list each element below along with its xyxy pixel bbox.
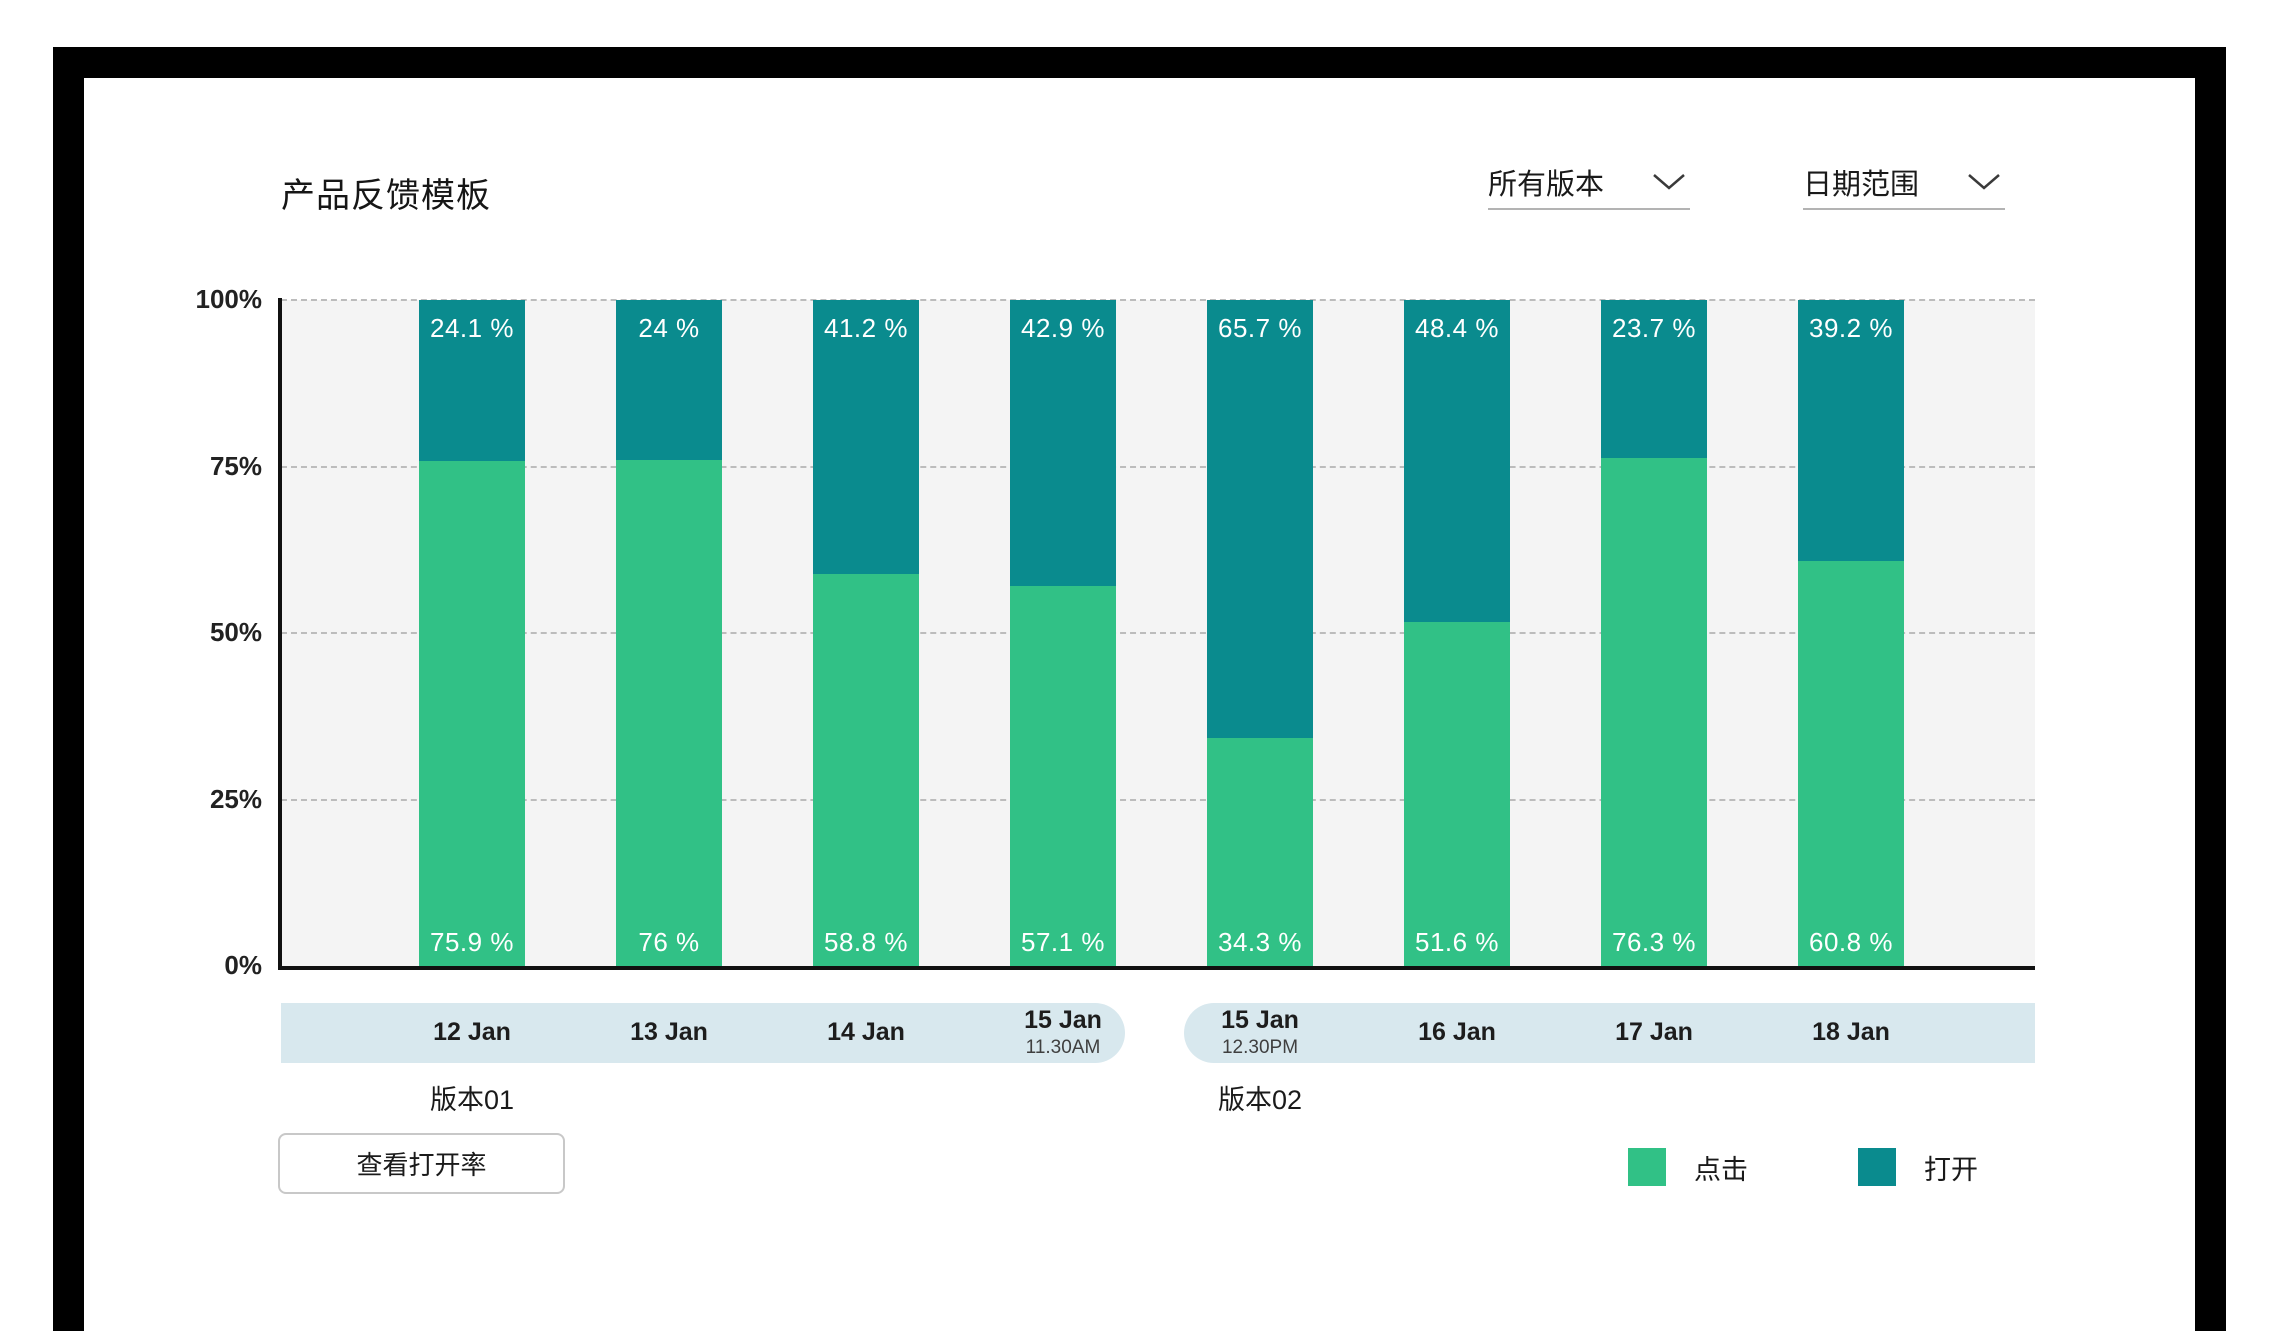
chevron-down-icon: [1968, 174, 2000, 190]
date-label: 15 Jan 12.30PM: [1170, 1003, 1350, 1063]
open-value-label: 23.7 %: [1612, 313, 1696, 343]
click-value-label: 76.3 %: [1612, 927, 1696, 957]
date-label: 14 Jan: [776, 1003, 956, 1063]
y-axis-tick-label: 0%: [224, 950, 262, 980]
y-axis-tick-label: 25%: [209, 783, 262, 814]
bar-open-segment[interactable]: 48.4 %: [1404, 300, 1510, 622]
click-value-label: 58.8 %: [824, 927, 908, 957]
bar-click-segment[interactable]: 76.3 %: [1601, 458, 1707, 966]
bar-click-segment[interactable]: 51.6 %: [1404, 622, 1510, 966]
black-frame-border: [53, 47, 2226, 1331]
gridline: [281, 632, 2035, 634]
open-value-label: 42.9 %: [1021, 313, 1105, 343]
click-value-label: 34.3 %: [1218, 927, 1302, 957]
date-label: 16 Jan: [1367, 1003, 1547, 1063]
stacked-bar[interactable]: 24 % 76 %: [616, 300, 722, 966]
date-label: 17 Jan: [1564, 1003, 1744, 1063]
legend-click-label: 点击: [1694, 1154, 1748, 1185]
date-label-text: 14 Jan: [827, 1018, 905, 1047]
y-axis-tick-label: 50%: [209, 617, 262, 647]
click-value-label: 60.8 %: [1809, 927, 1893, 957]
legend-item-open[interactable]: 打开: [1858, 1145, 1978, 1189]
date-range-dropdown[interactable]: 日期范围: [1803, 156, 2005, 210]
view-open-rate-button[interactable]: 查看打开率: [278, 1133, 565, 1194]
date-time-sublabel: 11.30AM: [1025, 1036, 1101, 1058]
version-02-date-band: [1184, 1003, 2035, 1063]
date-label-text: 13 Jan: [630, 1018, 708, 1047]
open-value-label: 41.2 %: [824, 313, 908, 343]
version-dropdown-label: 所有版本: [1488, 169, 1605, 201]
date-label-text: 15 Jan: [1024, 1006, 1102, 1035]
stacked-bar[interactable]: 48.4 % 51.6 %: [1404, 300, 1510, 966]
bar-open-segment[interactable]: 39.2 %: [1798, 300, 1904, 561]
date-label: 15 Jan 11.30AM: [973, 1003, 1153, 1063]
gridline: [281, 465, 2035, 468]
gridline: [281, 798, 2035, 801]
date-label-text: 15 Jan: [1221, 1006, 1299, 1035]
bar-open-segment[interactable]: 24.1 %: [419, 300, 525, 461]
page-title: 产品反馈模板: [281, 177, 491, 215]
date-time-sublabel: 12.30PM: [1221, 1036, 1299, 1058]
y-axis-line: [278, 298, 282, 970]
click-value-label: 57.1 %: [1021, 927, 1105, 957]
date-label: 13 Jan: [579, 1003, 759, 1063]
version-01-date-band: [281, 1003, 1125, 1063]
legend-item-click[interactable]: 点击: [1628, 1145, 1748, 1189]
stacked-bar[interactable]: 42.9 % 57.1 %: [1010, 300, 1116, 966]
chevron-down-icon: [1653, 174, 1685, 190]
open-value-label: 24 %: [638, 313, 700, 343]
legend-open-label: 打开: [1924, 1154, 1978, 1185]
click-value-label: 76 %: [638, 927, 700, 957]
date-label: 18 Jan: [1761, 1003, 1941, 1063]
date-label: 12 Jan: [382, 1003, 562, 1063]
open-color-swatch-icon: [1858, 1148, 1896, 1186]
date-range-dropdown-label: 日期范围: [1803, 169, 1920, 201]
stacked-bar[interactable]: 65.7 % 34.3 %: [1207, 300, 1313, 966]
bar-open-segment[interactable]: 23.7 %: [1601, 300, 1707, 458]
date-label-text: 16 Jan: [1418, 1018, 1496, 1047]
bar-click-segment[interactable]: 75.9 %: [419, 461, 525, 966]
bar-click-segment[interactable]: 60.8 %: [1798, 561, 1904, 966]
version-dropdown[interactable]: 所有版本: [1488, 156, 1690, 210]
bar-click-segment[interactable]: 34.3 %: [1207, 738, 1313, 966]
bar-click-segment[interactable]: 57.1 %: [1010, 586, 1116, 966]
stacked-bar[interactable]: 24.1 % 75.9 %: [419, 300, 525, 966]
bar-click-segment[interactable]: 76 %: [616, 460, 722, 966]
date-label-text: 17 Jan: [1615, 1018, 1693, 1047]
gridline: [281, 299, 2035, 301]
bar-open-segment[interactable]: 24 %: [616, 300, 722, 460]
y-axis-tick-label: 100%: [195, 284, 263, 314]
y-axis-tick-label: 75%: [209, 450, 262, 481]
bar-open-segment[interactable]: 65.7 %: [1207, 300, 1313, 738]
stacked-bar[interactable]: 41.2 % 58.8 %: [813, 300, 919, 966]
date-label-text: 18 Jan: [1812, 1018, 1890, 1047]
version-group-label: 版本01: [429, 1085, 515, 1115]
click-value-label: 75.9 %: [430, 927, 514, 957]
x-axis-line: [278, 966, 2035, 970]
click-value-label: 51.6 %: [1415, 927, 1499, 957]
open-value-label: 24.1 %: [430, 313, 514, 343]
bar-open-segment[interactable]: 42.9 %: [1010, 300, 1116, 586]
stacked-bar[interactable]: 39.2 % 60.8 %: [1798, 300, 1904, 966]
open-value-label: 48.4 %: [1415, 313, 1499, 343]
click-color-swatch-icon: [1628, 1148, 1666, 1186]
bar-click-segment[interactable]: 58.8 %: [813, 574, 919, 966]
date-label-text: 12 Jan: [433, 1018, 511, 1047]
open-value-label: 65.7 %: [1218, 313, 1302, 343]
open-value-label: 39.2 %: [1809, 313, 1893, 343]
version-group-label: 版本02: [1217, 1085, 1303, 1115]
bar-open-segment[interactable]: 41.2 %: [813, 300, 919, 574]
stacked-bar[interactable]: 23.7 % 76.3 %: [1601, 300, 1707, 966]
